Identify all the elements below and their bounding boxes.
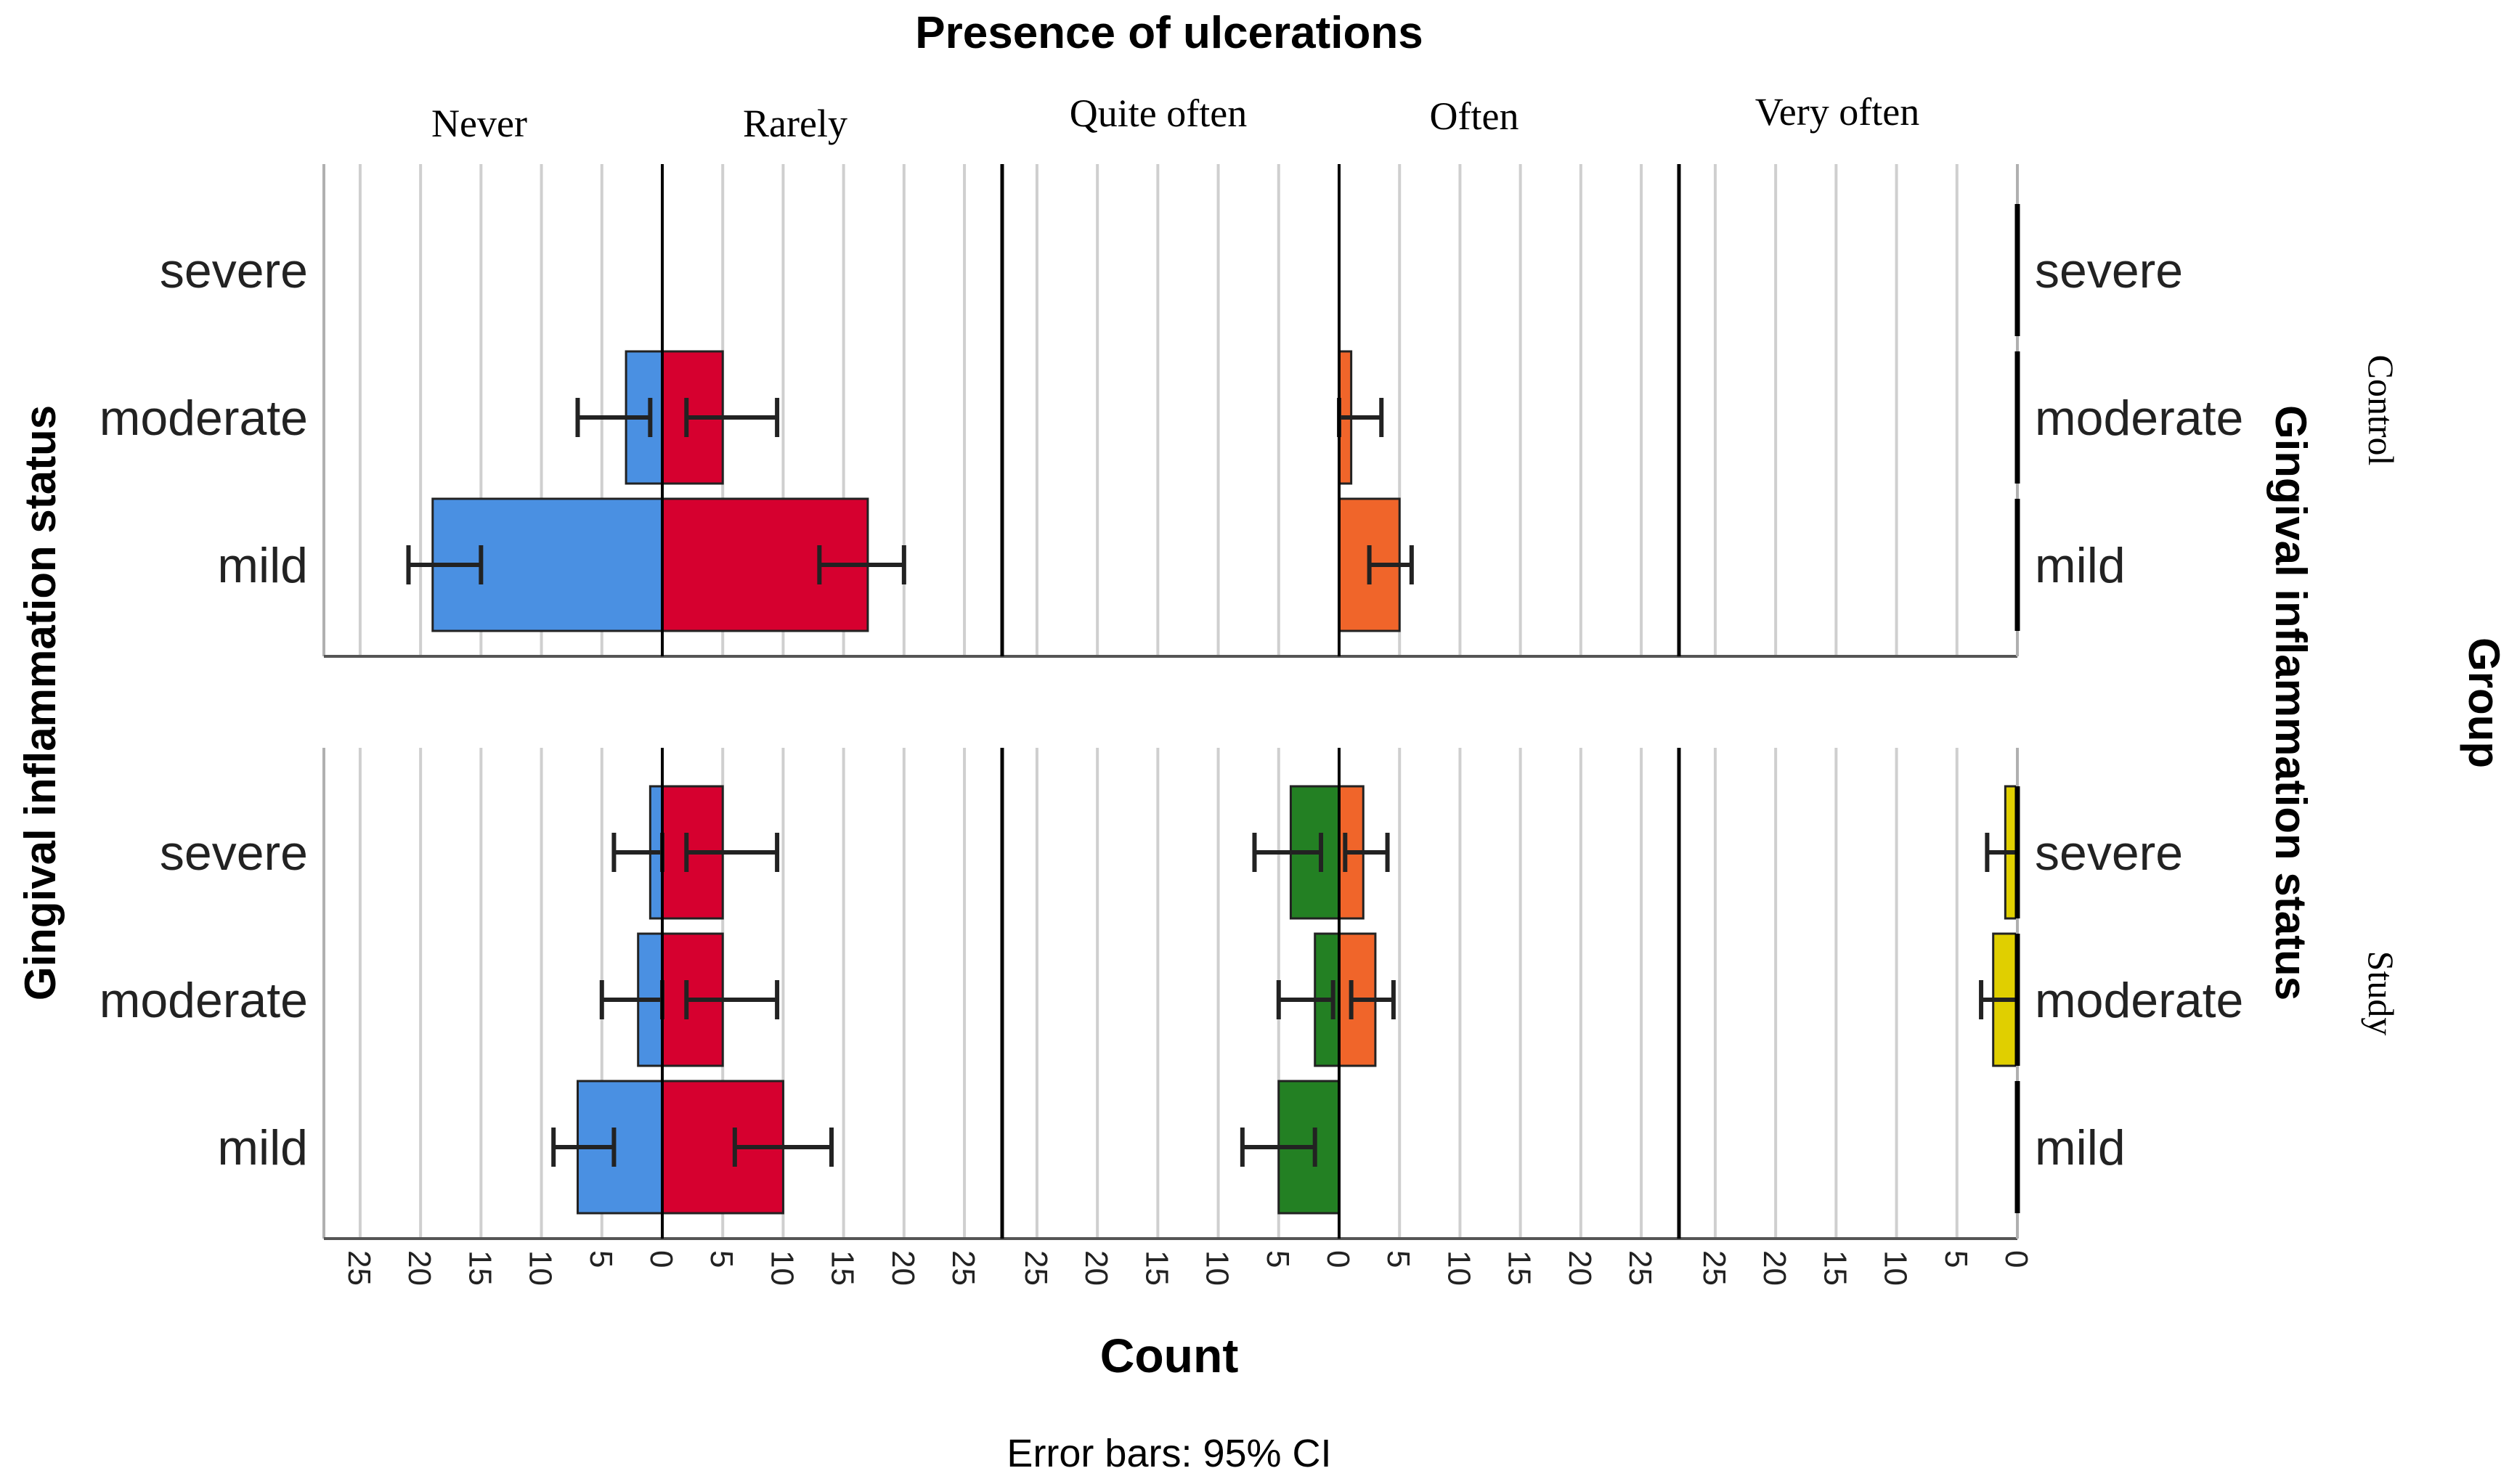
category-label-left: mild <box>217 1120 308 1175</box>
category-label-right: severe <box>2035 825 2183 881</box>
column-label-never: Never <box>431 102 527 145</box>
x-tick-label: 5 <box>1381 1250 1416 1268</box>
x-tick-label: 25 <box>341 1250 377 1286</box>
group-axis-title: Group <box>2460 637 2508 768</box>
x-tick-label: 5 <box>704 1250 739 1268</box>
y-axis-title-right: Gingival inflammation status <box>2266 405 2315 1000</box>
category-label-right: mild <box>2035 538 2126 593</box>
x-tick-label: 10 <box>1878 1250 1914 1286</box>
row-labels: Control Study <box>2361 355 2402 1036</box>
category-label-left: severe <box>160 243 308 298</box>
x-tick-label: 20 <box>402 1250 437 1286</box>
category-labels: severe severe moderate moderate mild mild seve… <box>99 243 2244 1175</box>
category-label-left: severe <box>160 825 308 881</box>
axes <box>322 164 2020 1240</box>
x-tick-label: 25 <box>946 1250 981 1286</box>
x-axis-title: Count <box>1100 1329 1239 1382</box>
group-label-study: Study <box>2361 951 2402 1036</box>
x-tick-label: 15 <box>462 1250 497 1286</box>
x-tick-label: 20 <box>1757 1250 1792 1286</box>
gridlines <box>358 164 1959 1239</box>
x-tick-label: 10 <box>1441 1250 1476 1286</box>
category-label-left: moderate <box>99 391 308 446</box>
x-tick-label: 15 <box>1139 1250 1174 1286</box>
x-tick-label: 5 <box>583 1250 619 1268</box>
x-tick-label: 5 <box>1938 1250 1974 1268</box>
column-label-often: Often <box>1430 94 1519 138</box>
x-tick-label: 0 <box>643 1250 679 1268</box>
x-tick-label: 10 <box>1200 1250 1235 1286</box>
x-tick-label: 5 <box>1260 1250 1296 1268</box>
chart-title: Presence of ulcerations <box>915 8 1423 58</box>
bars <box>431 350 2019 1215</box>
x-tick-label: 25 <box>1622 1250 1658 1286</box>
category-label-left: mild <box>217 538 308 593</box>
column-label-very-often: Very often <box>1755 90 1919 134</box>
x-tick-label: 0 <box>1320 1250 1356 1268</box>
category-label-right: moderate <box>2035 391 2243 446</box>
y-axis-title-left: Gingival inflammation status <box>16 405 65 1000</box>
x-tick-label: 10 <box>523 1250 558 1286</box>
x-tick-label: 20 <box>885 1250 921 1286</box>
x-tick-label: 25 <box>1018 1250 1054 1286</box>
error-bars-footnote: Error bars: 95% CI <box>1007 1432 1331 1475</box>
x-tick-label: 25 <box>1696 1250 1732 1286</box>
column-label-rarely: Rarely <box>743 102 847 145</box>
x-tick-label: 15 <box>1817 1250 1853 1286</box>
category-label-right: mild <box>2035 1120 2126 1175</box>
column-labels: Never Rarely Quite often Often Very often <box>431 90 1919 145</box>
x-tick-label: 15 <box>825 1250 861 1286</box>
group-label-control: Control <box>2361 355 2402 466</box>
category-label-right: moderate <box>2035 973 2243 1028</box>
x-tick-label: 20 <box>1562 1250 1598 1286</box>
x-tick-label: 20 <box>1078 1250 1114 1286</box>
x-tick-label: 15 <box>1502 1250 1537 1286</box>
x-tick-label: 0 <box>1998 1250 2034 1268</box>
category-label-right: severe <box>2035 243 2183 298</box>
x-tick-label: 10 <box>764 1250 800 1286</box>
column-label-quite-often: Quite often <box>1070 91 1247 135</box>
category-label-left: moderate <box>99 973 308 1028</box>
x-tick-labels: 25 20 15 10 5 0 5 10 15 20 25 25 20 15 10 5 0 5 10 15 20 25 25… <box>341 1250 2034 1286</box>
